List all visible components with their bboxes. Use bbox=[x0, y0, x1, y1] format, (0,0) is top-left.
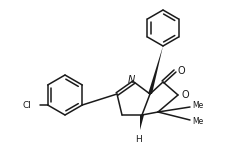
Polygon shape bbox=[148, 46, 163, 94]
Text: O: O bbox=[181, 90, 189, 100]
Text: Cl: Cl bbox=[23, 100, 32, 110]
Text: Me: Me bbox=[192, 101, 203, 111]
Text: Me: Me bbox=[192, 116, 203, 126]
Text: O: O bbox=[177, 66, 185, 76]
Polygon shape bbox=[140, 115, 144, 130]
Text: H: H bbox=[135, 135, 141, 144]
Text: N: N bbox=[127, 75, 135, 85]
